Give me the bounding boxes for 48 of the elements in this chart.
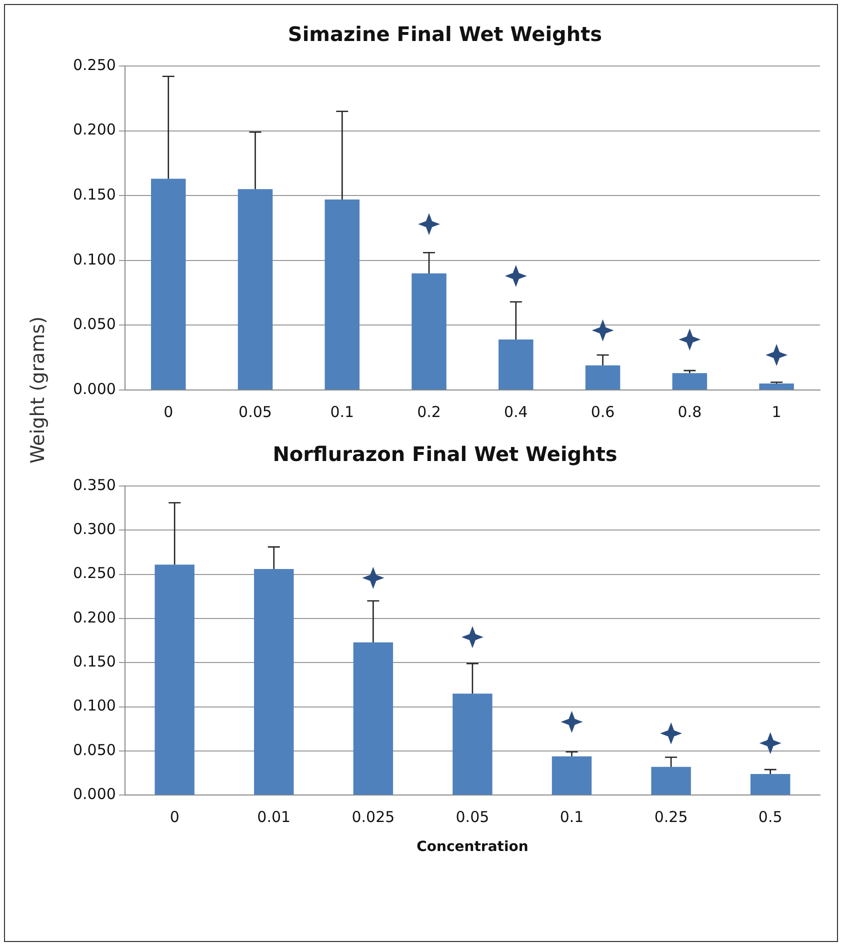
bar <box>651 766 691 795</box>
x-tick-label: 0.05 <box>456 808 490 826</box>
bar <box>552 756 592 795</box>
y-tick-label: 0.150 <box>72 185 116 204</box>
y-tick-label: 0.200 <box>72 608 116 626</box>
y-tick-label: 0.000 <box>72 380 116 398</box>
bar <box>238 189 273 390</box>
bar <box>585 365 620 390</box>
x-tick-label: 0 <box>164 402 174 421</box>
y-tick-label: 0.150 <box>72 652 116 671</box>
bar <box>412 273 446 390</box>
bar <box>672 373 708 390</box>
bar <box>154 564 194 795</box>
bar <box>151 178 186 390</box>
x-tick-label: 0.1 <box>330 402 354 421</box>
x-tick-label: 0.6 <box>590 402 615 421</box>
x-tick-label: 0.8 <box>678 402 702 421</box>
bar <box>498 339 534 390</box>
y-tick-label: 0.200 <box>72 120 116 139</box>
y-axis-title: Weight (grams) <box>27 316 49 464</box>
y-tick-label: 0.050 <box>72 315 116 334</box>
y-tick-label: 0.300 <box>72 520 116 538</box>
x-tick-label: 0.1 <box>560 808 584 826</box>
x-tick-label: 0.4 <box>504 402 528 421</box>
y-tick-label: 0.100 <box>72 696 116 715</box>
bar <box>750 774 790 795</box>
y-tick-label: 0.250 <box>72 564 116 582</box>
chart-title: Simazine Final Wet Weights <box>288 22 602 46</box>
y-tick-label: 0.100 <box>72 250 116 268</box>
y-tick-label: 0.000 <box>72 785 116 804</box>
bar <box>353 642 394 795</box>
chart-title: Norflurazon Final Wet Weights <box>272 442 618 466</box>
x-tick-label: 0.025 <box>352 808 395 826</box>
bar <box>254 569 294 795</box>
bar <box>759 384 794 390</box>
x-tick-label: 0.25 <box>654 808 688 826</box>
x-axis-title: Concentration <box>416 839 528 856</box>
y-tick-label: 0.350 <box>72 476 116 494</box>
x-tick-label: 0.05 <box>238 402 272 421</box>
bar <box>324 199 360 390</box>
bar <box>452 694 492 795</box>
x-tick-label: 0.5 <box>758 808 782 826</box>
y-tick-label: 0.050 <box>72 740 116 759</box>
x-tick-label: 1 <box>772 402 782 421</box>
x-tick-label: 0.01 <box>257 808 291 826</box>
y-tick-label: 0.250 <box>72 56 116 74</box>
x-tick-label: 0 <box>170 808 180 826</box>
x-tick-label: 0.2 <box>417 402 441 421</box>
